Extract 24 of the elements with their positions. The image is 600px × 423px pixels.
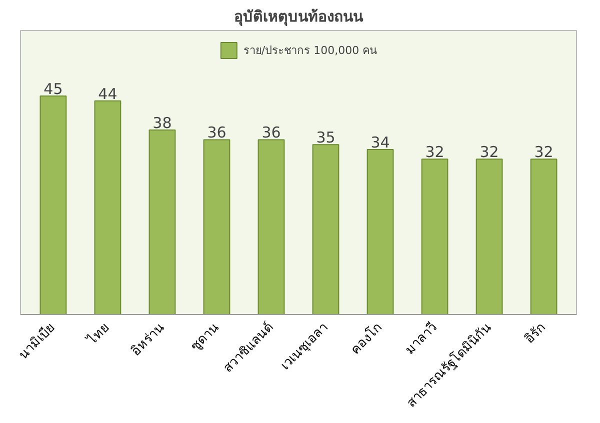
bar <box>94 100 122 314</box>
bar <box>40 96 67 314</box>
data-label: 36 <box>262 124 281 142</box>
bar <box>312 144 340 314</box>
data-label: 35 <box>316 128 336 147</box>
x-tick-label: อิรัก <box>522 320 550 348</box>
chart-title: อุบัติเหตุบนท้องถนน <box>234 8 364 26</box>
bar <box>258 139 285 314</box>
bar <box>148 130 176 314</box>
bar <box>203 139 230 314</box>
data-label: 45 <box>44 80 63 98</box>
data-label: 34 <box>370 133 390 152</box>
bar <box>530 158 558 314</box>
data-label: 44 <box>98 84 118 103</box>
data-label: 32 <box>480 143 499 162</box>
bar <box>476 158 503 314</box>
bar <box>366 148 394 314</box>
data-label: 38 <box>152 114 172 132</box>
bar <box>421 158 448 314</box>
data-label: 32 <box>425 143 444 162</box>
x-tick-label: ไทย <box>84 319 114 348</box>
legend-label: ราย/ประชากร 100,000 คน <box>243 43 378 59</box>
data-label: 32 <box>534 143 554 162</box>
data-label: 36 <box>207 124 226 142</box>
